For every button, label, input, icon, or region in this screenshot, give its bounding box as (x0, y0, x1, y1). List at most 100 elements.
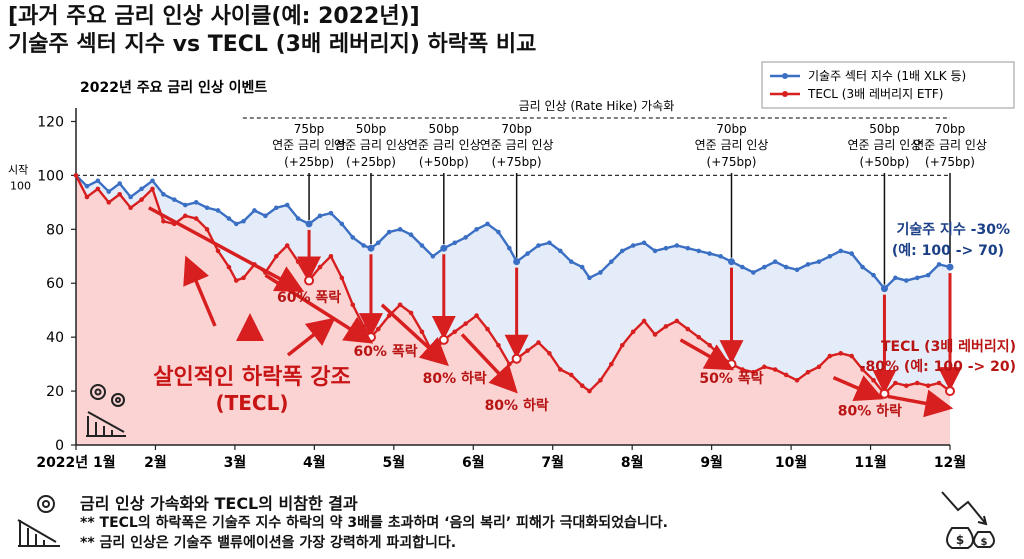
emphasis-label-2: (TECL) (215, 391, 288, 415)
footer-title: 금리 인상 가속화와 TECL의 비참한 결과 (80, 494, 358, 513)
tecl-point (375, 326, 381, 332)
tech-point (860, 264, 865, 270)
tech-point (740, 264, 745, 270)
tech-point (794, 267, 800, 273)
tech-result-sub: (예: 100 -> 70) (892, 243, 1004, 259)
event-bp: 70bp (501, 122, 532, 136)
tech-point (106, 189, 112, 194)
tecl-point (485, 326, 490, 332)
tech-point (568, 259, 574, 264)
svg-text:$: $ (981, 537, 988, 548)
tecl-point (783, 372, 789, 378)
tecl-point (740, 367, 745, 372)
tecl-point (598, 377, 603, 383)
tecl-point (641, 318, 647, 324)
tech-point (805, 262, 811, 267)
start-label: 시작 (8, 163, 28, 176)
tech-point (827, 253, 833, 259)
tecl-point (794, 377, 800, 383)
x-tick-label: 2022년 1월 (36, 454, 115, 471)
tecl-point (419, 329, 425, 335)
tecl-point (284, 243, 290, 248)
tecl-point (579, 383, 585, 388)
tech-point (652, 248, 658, 254)
tech-point (263, 213, 268, 219)
tecl-point (361, 324, 366, 329)
event-label-2: (+75bp) (925, 155, 975, 169)
tecl-point (150, 186, 155, 192)
tech-point (904, 278, 909, 283)
tecl-point (609, 361, 614, 367)
tecl-point (507, 361, 512, 367)
tech-point (696, 248, 702, 254)
tecl-point (849, 353, 854, 359)
tecl-result-sub: -80% (예: 100 -> 20) (860, 359, 1016, 375)
x-tick-label: 10월 (775, 454, 807, 471)
chart-title-2: 기술주 섹터 지수 vs TECL (3배 레버리지) 하락폭 비교 (8, 32, 537, 57)
tech-point (241, 218, 246, 224)
tecl-point (204, 227, 210, 232)
event-bp: 75bp (294, 122, 325, 136)
start-label-value: 100 (10, 179, 31, 192)
event-tech-point (880, 285, 888, 293)
tecl-point (587, 388, 592, 394)
tecl-point (751, 369, 756, 375)
gear-chart-icon (17, 495, 60, 547)
tecl-point (193, 216, 199, 221)
tech-point (317, 213, 323, 219)
tech-point (408, 232, 414, 238)
tech-point (914, 275, 920, 281)
tech-point (849, 251, 854, 256)
tecl-point (860, 367, 865, 372)
tecl-result-label: TECL (3배 레버리지) (881, 338, 1016, 355)
tech-point (630, 243, 636, 248)
tecl-point (547, 351, 552, 356)
x-tick-label: 3월 (224, 454, 247, 471)
event-label-2: (+25bp) (284, 155, 334, 169)
event-bp: 50bp (356, 122, 387, 136)
tecl-point (685, 326, 691, 332)
tech-point (674, 243, 680, 248)
tecl-point (674, 318, 680, 324)
event-tecl-point (365, 332, 376, 343)
chart-subtitle: 2022년 주요 금리 인상 이벤트 (80, 79, 267, 96)
tech-point (707, 251, 712, 256)
footer-note-1: ** TECL의 하락폭은 기술주 지수 하락의 약 3배를 초과하며 ‘음의 … (80, 515, 668, 531)
tech-point (386, 229, 392, 235)
x-tick-label: 11월 (854, 454, 886, 471)
y-tick-label: 20 (46, 384, 64, 400)
tecl-point (838, 351, 844, 356)
tech-point (350, 235, 356, 240)
tecl-point (350, 302, 356, 308)
svg-text:$: $ (956, 533, 964, 547)
legend-marker (782, 91, 788, 97)
tecl-point (215, 248, 221, 254)
emphasis-arrow (286, 317, 336, 357)
tech-point (871, 272, 876, 278)
drop-arrow (264, 273, 374, 344)
tecl-point (474, 313, 479, 318)
drop-arrow (679, 338, 734, 371)
tecl-point (339, 275, 345, 281)
tecl-point (914, 380, 920, 386)
tech-point (430, 253, 436, 259)
drop-arrow (380, 303, 449, 367)
tecl-point (707, 342, 712, 348)
x-tick-label: 4월 (303, 454, 326, 471)
tech-result-label: 기술주 지수 -30% (897, 222, 1010, 238)
event-tech-point (946, 263, 954, 271)
tecl-point (652, 332, 658, 337)
event-label-2: (+50bp) (419, 155, 469, 169)
legend-label: TECL (3배 레버리지 ETF) (807, 87, 943, 101)
tech-point (452, 240, 458, 246)
tech-point (139, 186, 144, 192)
tech-point (893, 275, 898, 281)
drop-label: 80% 하락 (423, 370, 487, 387)
tecl-point (117, 191, 122, 197)
tech-point (361, 243, 366, 248)
tecl-point (408, 310, 414, 316)
event-label: 연준 금리 인상 (913, 138, 987, 152)
drop-label: 60% 폭락 (277, 290, 341, 306)
footer-note-2: ** 금리 인상은 기술주 밸류에이션을 가장 강력하게 파괴합니다. (80, 535, 457, 551)
